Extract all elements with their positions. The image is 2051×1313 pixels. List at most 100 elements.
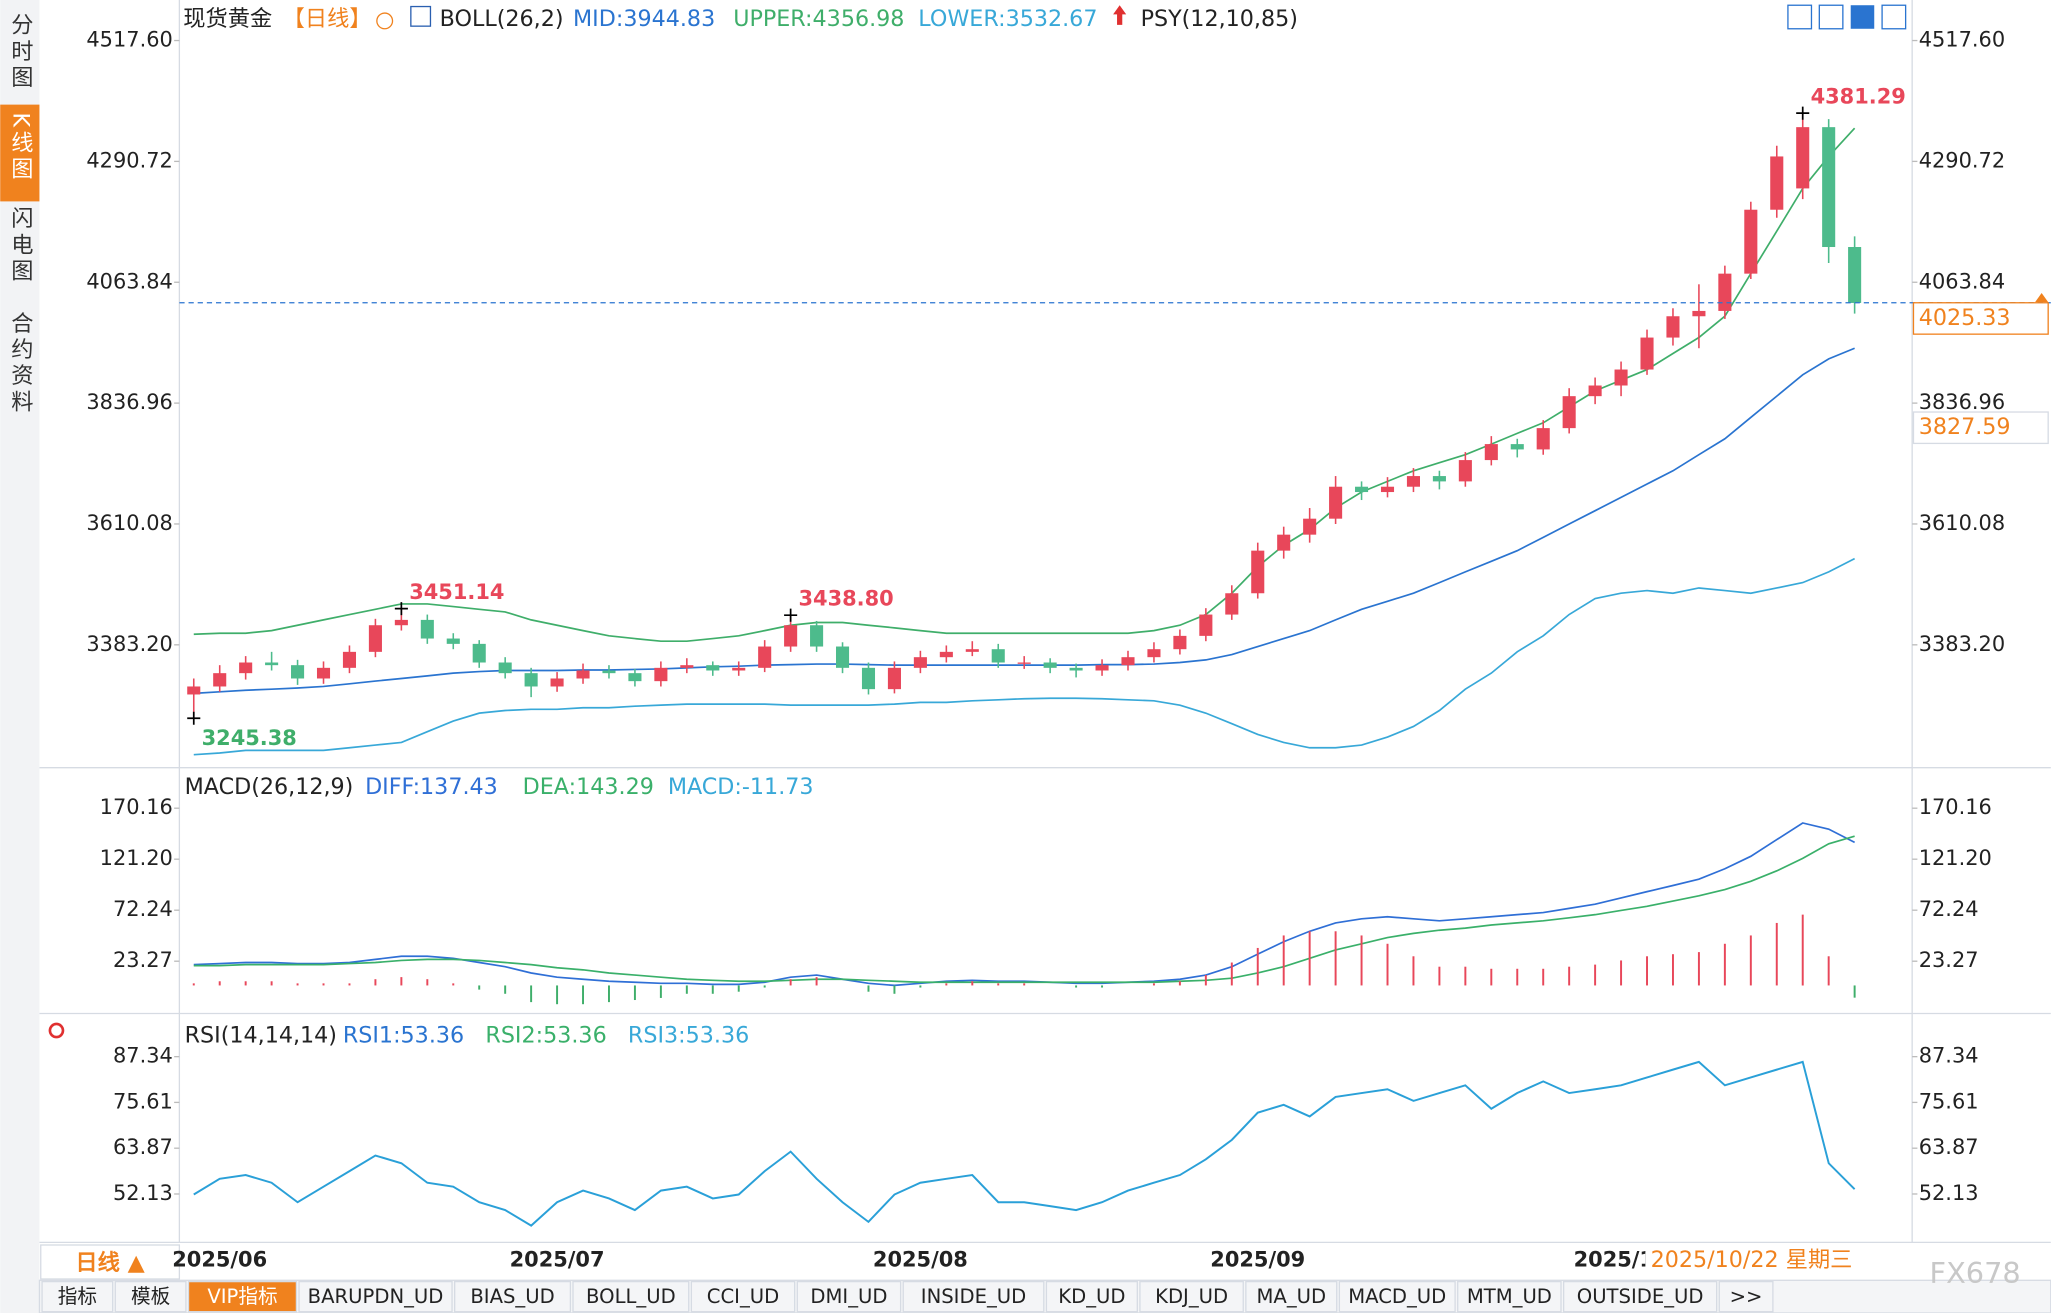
toolbar [1787,4,1907,30]
tab-label[interactable]: KDJ_UD [1155,1285,1228,1308]
candle-body [1406,476,1420,487]
candle-body [342,651,357,668]
y-tick-label: 4517.60 [86,28,172,52]
tab-label[interactable]: KD_UD [1058,1285,1125,1308]
candle-body [498,662,512,674]
y-tick-label: 3610.08 [1919,511,2005,535]
candle-body [446,638,460,644]
candle-body [1380,486,1395,493]
candle-body [420,619,434,639]
tab-label[interactable]: 指标 [58,1285,97,1308]
tab-label[interactable]: MA_UD [1257,1285,1327,1308]
tab-label[interactable]: BIAS_UD [470,1285,554,1308]
tab[interactable] [1338,1280,1456,1313]
macd-title: MACD(26,12,9) [185,774,354,800]
sidebar-tab[interactable]: K线图 [7,112,33,183]
candle-body [291,665,305,679]
tool-button[interactable] [1881,4,1907,30]
y-tick-label: 3383.20 [86,632,172,656]
extreme-marker [1796,106,1810,120]
tab-label[interactable]: 模板 [131,1285,170,1308]
crosshair-price-label: 3827.59 [1919,414,2011,440]
y-tick-label: 52.13 [1919,1181,1979,1205]
crosshair-date-box [1645,1244,1868,1277]
legend-entry: DIFF:137.43 [365,774,498,800]
sidebar-tab[interactable]: 分时图 [7,13,33,92]
tab[interactable] [1562,1280,1718,1313]
y-tick-label: 72.24 [1919,897,1979,921]
tab-label[interactable]: INSIDE_UD [921,1285,1026,1308]
candle-body [394,619,408,626]
title: 现货黄金 [183,6,272,32]
candle-body [368,625,382,652]
candle-body [1095,665,1109,671]
tab-label[interactable]: >> [1730,1285,1763,1308]
period-button[interactable]: 日线 ▲ [75,1249,145,1276]
candle-body [1121,657,1135,666]
candle-body [835,646,850,668]
tab[interactable] [1245,1280,1338,1313]
rsi-title: RSI(14,14,14) [185,1022,337,1048]
y-tick-label: 87.34 [1919,1044,1979,1068]
last-price-box [1912,302,2049,335]
icon[interactable] [376,12,394,30]
sidebar-tab-active[interactable] [0,104,40,202]
y-tick-label: 52.13 [113,1181,173,1205]
x-tick-label: 2025/07 [510,1248,605,1272]
candle-body [887,667,901,690]
legend-entry: RSI3:53.36 [628,1022,749,1048]
icon[interactable] [48,1022,65,1039]
x-tick-label: 2025/09 [1210,1248,1305,1272]
candle-body [1692,310,1706,317]
crosshair-date: 2025/10/22 星期三 [1651,1247,1853,1273]
y-tick-label: 170.16 [1919,795,1992,819]
extreme-marker [784,608,798,622]
tab[interactable] [1139,1280,1244,1313]
tab[interactable] [454,1280,572,1313]
tool-button[interactable] [1787,4,1813,30]
tab-label[interactable]: VIP指标 [207,1285,277,1308]
y-tick-label: 121.20 [100,846,173,870]
candle-body [265,662,279,666]
legend-entry: MACD:-11.73 [668,774,814,800]
icon[interactable] [410,5,432,27]
candle-body [628,673,642,682]
tab[interactable] [114,1280,187,1313]
tab[interactable] [1718,1280,1774,1313]
tab[interactable] [572,1280,690,1313]
tab-label[interactable]: BARUPDN_UD [308,1285,444,1308]
tab-label[interactable]: CCI_UD [707,1285,779,1308]
y-tick-label: 121.20 [1919,846,1992,870]
tab[interactable] [298,1280,453,1313]
legend-entry: RSI1:53.36 [343,1022,464,1048]
tab[interactable] [1457,1280,1562,1313]
candle-body [1848,247,1862,303]
tab-label[interactable]: MTM_UD [1467,1285,1552,1308]
tab-label[interactable]: OUTSIDE_UD [1577,1285,1704,1308]
y-tick-label: 63.87 [113,1135,173,1159]
candle-body [1147,649,1161,658]
tool-button[interactable] [1850,5,1875,29]
candle-body [784,625,798,647]
candle-body [1017,662,1031,664]
y-tick-label: 4517.60 [1919,28,2005,52]
indicator: PSY(12,10,85) [1141,6,1298,32]
tab-label[interactable]: MACD_UD [1348,1285,1446,1308]
period-button-bg[interactable] [40,1244,181,1280]
tab-label[interactable]: DMI_UD [810,1285,887,1308]
tab[interactable] [41,1280,114,1313]
tab[interactable] [187,1280,298,1313]
tab-label[interactable]: BOLL_UD [586,1285,676,1308]
candle-body [1614,369,1628,386]
sidebar-tab[interactable]: 闪电图 [7,206,33,285]
tab[interactable] [902,1280,1045,1313]
y-tick-label: 4290.72 [86,148,172,172]
sidebar-tab[interactable]: 合约资料 [7,311,33,416]
tab[interactable] [690,1280,796,1313]
candle-body [316,667,331,679]
tab[interactable] [796,1280,902,1313]
y-tick-label: 4063.84 [86,269,172,293]
tool-button[interactable] [1818,4,1844,30]
extreme-label: 3245.38 [202,726,297,750]
tab[interactable] [1045,1280,1138,1313]
